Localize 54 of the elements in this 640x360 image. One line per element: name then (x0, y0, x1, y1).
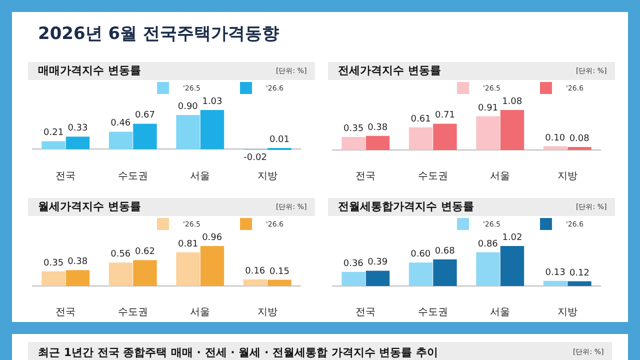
x-tick-label: 전국 (56, 171, 76, 182)
chart-title: 월세가격지수 변동률 (38, 200, 141, 213)
x-tick-label: 전국 (356, 307, 376, 318)
data-label: 0.21 (43, 128, 64, 138)
data-label: 0.91 (478, 103, 498, 114)
data-label: 0.10 (545, 133, 566, 144)
data-label: 0.38 (368, 122, 388, 133)
x-tick-label: 수도권 (418, 171, 448, 182)
data-label: 0.62 (134, 247, 156, 258)
data-label: 0.46 (110, 118, 131, 129)
data-label: 0.01 (269, 135, 290, 145)
data-label: 0.86 (478, 239, 498, 250)
x-tick-label: 서울 (190, 307, 210, 318)
x-tick-label: 지방 (257, 307, 278, 318)
data-label: 0.13 (545, 268, 566, 278)
x-tick-label: 서울 (490, 171, 510, 182)
data-label: 0.16 (245, 266, 266, 276)
data-label: 0.35 (43, 258, 64, 268)
x-tick-label: 수도권 (118, 307, 148, 318)
x-tick-label: 전국 (56, 307, 76, 318)
data-label: 0.68 (434, 246, 456, 256)
chart-title: 매매가격지수 변동률 (38, 64, 141, 77)
data-label: 0.35 (343, 124, 364, 134)
data-label: 0.96 (202, 233, 222, 243)
x-tick-label: 수도권 (418, 307, 448, 318)
x-tick-label: 서울 (490, 307, 510, 318)
data-label: 0.81 (178, 239, 198, 250)
data-label: 0.39 (368, 258, 388, 268)
data-label: 0.71 (434, 110, 456, 121)
x-tick-label: 서울 (190, 171, 210, 182)
text: 최근 1년간 전국 종합주택 매매 · 전세 · 월세 · 전월세통합 가격지수 변동률 추이 (38, 346, 438, 359)
data-label: 0.08 (569, 134, 590, 144)
data-label: 0.15 (269, 266, 290, 277)
x-tick-label: 지방 (557, 307, 578, 318)
data-label: -0.02 (244, 153, 267, 163)
data-label: 0.36 (343, 258, 364, 269)
chart-title: 전세가격지수 변동률 (338, 64, 441, 77)
data-label: 0.33 (68, 124, 88, 134)
x-tick-label: 전국 (356, 171, 376, 182)
data-label: 1.08 (502, 97, 522, 107)
x-tick-label: 지방 (257, 171, 278, 182)
data-label: 0.60 (410, 249, 431, 260)
data-label: 0.90 (178, 102, 198, 112)
x-tick-label: 지방 (557, 171, 578, 182)
data-label: 1.03 (202, 97, 222, 107)
data-label: 0.56 (110, 250, 131, 260)
data-label: 0.67 (134, 110, 156, 121)
data-label: 0.12 (569, 268, 590, 278)
data-label: 1.02 (502, 233, 522, 243)
data-label: 0.38 (68, 257, 88, 268)
chart-title: 전월세통합가격지수 변동률 (338, 200, 474, 213)
data-label: 0.61 (410, 114, 431, 124)
text: 2026년 6월 전국주택가격동향 (38, 24, 279, 44)
x-tick-label: 수도권 (118, 171, 148, 182)
